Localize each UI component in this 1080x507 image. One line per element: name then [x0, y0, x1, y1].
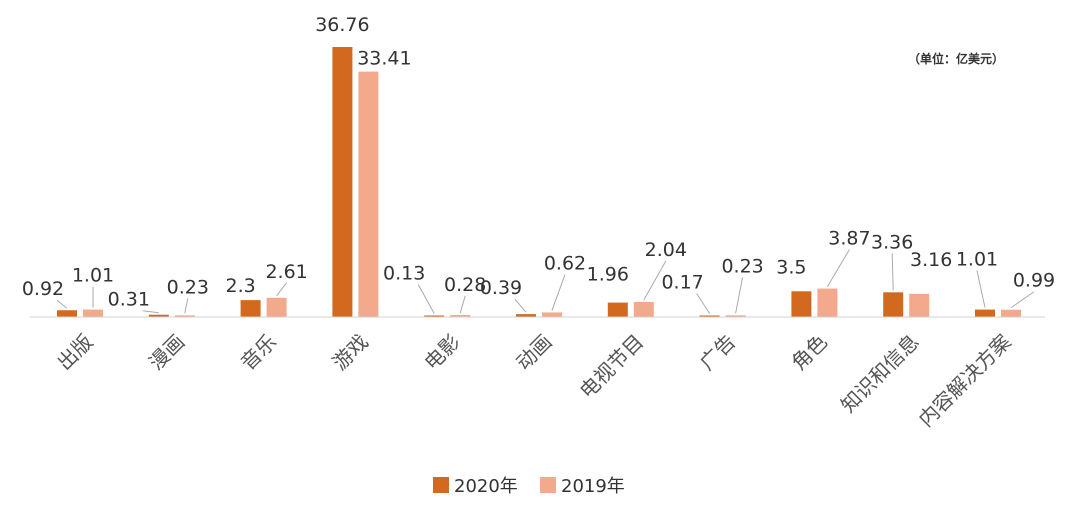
category-label-7: 广告: [695, 330, 740, 375]
bar-series1-3: [332, 47, 353, 317]
category-label-4: 电影: [419, 330, 464, 375]
legend-label-series2: 2019年: [561, 476, 625, 497]
category-label-5: 动画: [511, 330, 556, 375]
bar-series2-2: [266, 297, 287, 317]
leader-line-series2-4: [459, 295, 466, 314]
value-label-series2-7: 0.23: [721, 255, 763, 277]
value-label-series2-4: 0.28: [444, 274, 486, 296]
leader-line-series2-2: [276, 282, 287, 297]
leader-line-series1-9: [891, 253, 894, 291]
leader-line-series1-0: [56, 299, 68, 309]
leader-line-series2-7: [735, 277, 744, 314]
bar-series1-5: [516, 314, 536, 317]
bar-series2-1: [174, 315, 195, 317]
value-label-series1-3: 36.76: [315, 14, 369, 36]
value-label-series1-10: 1.01: [956, 249, 998, 271]
category-label-3: 游戏: [328, 330, 373, 375]
value-label-series1-4: 0.13: [383, 263, 425, 285]
legend: 2020年 2019年: [433, 476, 625, 497]
leader-line-series2-1: [184, 298, 189, 314]
value-label-series2-2: 2.61: [265, 261, 307, 283]
value-label-series2-5: 0.62: [544, 252, 586, 274]
leader-line-series2-6: [643, 260, 667, 301]
bar-series1-6: [607, 302, 628, 317]
category-label-0: 出版: [52, 330, 97, 375]
value-label-series2-6: 2.04: [645, 239, 687, 261]
legend-swatch-series1: [433, 477, 449, 493]
leader-line-series2-10: [1010, 291, 1035, 309]
bar-series2-3: [358, 71, 379, 317]
leader-line-series1-1: [142, 310, 159, 314]
legend-label-series1: 2020年: [454, 476, 518, 497]
leader-line-series2-8: [826, 249, 850, 287]
value-label-series2-9: 3.16: [910, 249, 952, 271]
category-label-6: 电视节目: [575, 330, 649, 404]
value-labels-group: 0.921.010.310.23 2.32.6136.7633.410.130.2…: [22, 14, 1055, 311]
value-label-series2-10: 0.99: [1013, 270, 1055, 292]
bar-series1-7: [699, 315, 720, 317]
value-label-series1-5: 0.39: [480, 277, 522, 299]
category-label-10: 内容解决方案: [914, 330, 1016, 432]
bar-series1-8: [791, 291, 812, 317]
value-label-series1-9: 3.36: [871, 231, 913, 253]
leader-line-series1-10: [976, 270, 986, 308]
value-label-series1-1: 0.31: [108, 289, 150, 311]
value-label-series1-6: 1.96: [587, 264, 629, 286]
bar-series2-6: [633, 302, 654, 317]
leader-line-series2-5: [551, 274, 566, 311]
bar-series1-0: [57, 310, 77, 317]
value-label-series1-7: 0.17: [661, 272, 703, 294]
bar-series1-1: [148, 314, 169, 317]
value-label-series2-8: 3.87: [828, 228, 870, 250]
bar-series2-8: [817, 288, 838, 317]
category-label-2: 音乐: [236, 330, 281, 375]
bar-series2-10: [1001, 309, 1021, 317]
legend-swatch-series2: [540, 477, 556, 493]
bar-series1-9: [883, 292, 904, 317]
bars-group: [57, 47, 1021, 317]
value-label-series1-2: 2.3: [225, 275, 255, 297]
bar-series1-10: [975, 309, 995, 317]
value-label-series2-0: 1.01: [72, 265, 114, 287]
leader-line-series1-7: [696, 293, 711, 314]
bar-series2-9: [909, 293, 930, 317]
bar-series2-0: [83, 309, 103, 317]
leader-line-series1-4: [417, 284, 435, 314]
category-label-1: 漫画: [144, 330, 189, 375]
value-label-series2-3: 33.41: [357, 48, 411, 70]
leader-line-series1-5: [514, 298, 527, 313]
value-label-series1-0: 0.92: [22, 278, 64, 300]
category-label-9: 知识和信息: [836, 330, 924, 418]
value-label-series1-8: 3.5: [776, 256, 806, 278]
category-label-8: 角色: [787, 330, 832, 375]
value-label-series2-1: 0.23: [167, 276, 209, 298]
bar-series2-7: [725, 315, 746, 317]
leader-lines-group: [56, 249, 1035, 314]
unit-label: （单位：亿美元）: [908, 51, 1004, 66]
bar-series1-4: [424, 315, 445, 317]
bar-series1-2: [240, 300, 261, 317]
bar-series2-4: [450, 314, 471, 317]
bar-series2-5: [542, 312, 562, 317]
